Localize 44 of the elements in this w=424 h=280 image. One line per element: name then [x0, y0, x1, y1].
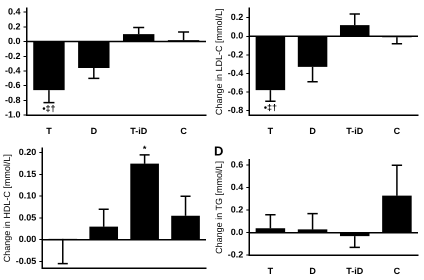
annotation: *	[142, 144, 147, 154]
y-tick-label: -0.6	[4, 80, 21, 90]
y-tick-label: -0.6	[228, 86, 244, 96]
y-tick-label: 0.4	[230, 182, 244, 192]
x-tick-label: T	[46, 126, 52, 136]
x-tick-label: T-iD	[346, 126, 364, 136]
y-tick-label: 0.0	[230, 227, 244, 238]
annotation: •‡†	[264, 102, 277, 112]
y-tick-label: 0.0	[8, 36, 21, 46]
y-tick-label: -1.0	[4, 110, 21, 120]
y-tick-label: 0.10	[18, 190, 36, 201]
x-tick-label: T	[268, 126, 274, 136]
x-tick-label: D	[309, 126, 316, 136]
y-tick-label: 0.05	[18, 212, 36, 222]
annotation: •‡†	[42, 104, 56, 114]
y-tick-label: -0.4	[4, 65, 21, 76]
x-tick-label: C	[180, 126, 188, 136]
x-tick-label: T-iD	[130, 126, 148, 136]
y-tick-label: -0.2	[4, 50, 21, 61]
y-tick-label: 0.6	[230, 160, 244, 170]
x-tick-label: T	[268, 266, 274, 276]
y-tick-label: 0.00	[18, 234, 36, 244]
x-tick-label: C	[394, 266, 401, 276]
x-tick-label: D	[309, 266, 316, 276]
y-axis-title: Change in LDL-C [mmol/L]	[214, 8, 224, 116]
y-axis-title: Change in HDL-C [mmol/L]	[2, 154, 12, 262]
y-axis-title: Change in TG [mmol/L]	[214, 160, 224, 254]
x-tick-label: T-iD	[346, 266, 364, 276]
chart-title: D	[214, 143, 224, 158]
x-tick-label: C	[394, 126, 401, 136]
y-tick-label: 0.2	[230, 204, 244, 215]
x-tick-label: D	[90, 126, 98, 136]
y-tick-label: -0.8	[4, 94, 21, 105]
y-tick-label: 0.4	[8, 6, 21, 17]
y-tick-label: -0.4	[228, 68, 244, 78]
y-tick-label: 0.2	[230, 12, 244, 22]
y-tick-label: 0.2	[8, 21, 21, 32]
y-tick-label: 0.20	[18, 147, 36, 158]
y-tick-label: 0.15	[18, 168, 36, 179]
y-tick-label: 0.0	[230, 30, 244, 41]
y-tick-label: -0.2	[228, 49, 244, 60]
y-tick-label: -0.8	[228, 105, 244, 116]
y-tick-label: -0.2	[228, 250, 244, 260]
y-tick-label: -0.05	[16, 256, 36, 266]
